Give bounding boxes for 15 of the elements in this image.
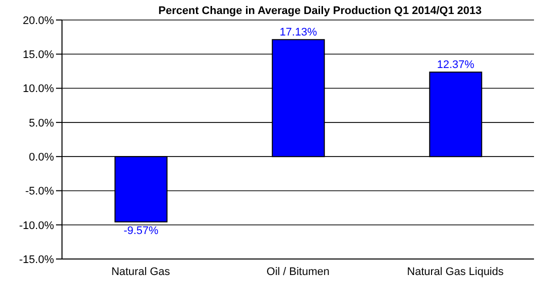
y-tick-label: -5.0% [25, 186, 54, 198]
y-tick-label: -15.0% [19, 254, 54, 266]
x-tick-label: Natural Gas [111, 266, 171, 278]
y-tick-label: 10.0% [22, 83, 54, 96]
y-tick-label: -10.0% [19, 220, 54, 232]
data-label: 12.37% [437, 59, 475, 72]
y-tick-label: 15.0% [22, 49, 54, 62]
x-tick-label: Natural Gas Liquids [407, 266, 504, 278]
data-label: 17.13% [280, 26, 318, 39]
x-tick-label: Oil / Bitumen [266, 266, 330, 278]
data-label: -9.57% [124, 224, 159, 237]
chart-title: Percent Change in Average Daily Production Q1 2014/Q1 2013 [157, 5, 483, 17]
y-tick-label: 0.0% [28, 151, 54, 164]
y-tick-label: 5.0% [28, 117, 54, 130]
y-tick-label: 20.0% [22, 14, 54, 27]
